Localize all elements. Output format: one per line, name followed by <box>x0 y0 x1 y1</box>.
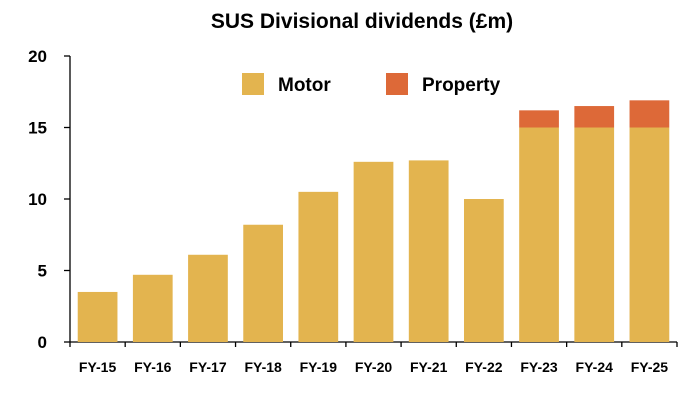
bar-motor-FY-20 <box>353 161 394 342</box>
x-tick-label: FY-20 <box>355 359 393 375</box>
x-tick-label: FY-21 <box>410 359 448 375</box>
x-tick-label: FY-23 <box>520 359 558 375</box>
y-tick-label: 10 <box>28 190 47 209</box>
x-tick-label: FY-16 <box>134 359 172 375</box>
bar-motor-FY-17 <box>188 254 228 342</box>
bar-motor-FY-15 <box>77 291 118 342</box>
bar-motor-FY-19 <box>298 191 339 342</box>
x-tick-label: FY-15 <box>79 359 117 375</box>
y-tick-label: 0 <box>38 333 47 352</box>
bar-property-FY-23 <box>519 110 559 128</box>
x-tick-label: FY-24 <box>576 359 614 375</box>
plot-area: 0 5 10 15 20 FY-15 FY-16 FY-17 FY-18 FY-19 FY-20 FY… <box>28 47 678 375</box>
bar-motor-FY-25 <box>629 127 670 342</box>
bar-motor-FY-16 <box>132 274 173 342</box>
y-tick-label: 20 <box>28 47 47 66</box>
y-tick-label: 15 <box>28 119 47 138</box>
legend-label-property: Property <box>422 75 501 96</box>
x-tick-label: FY-17 <box>189 359 227 375</box>
bar-property-FY-24 <box>574 106 615 128</box>
bar-motor-FY-18 <box>243 224 284 342</box>
x-tick-label: FY-25 <box>631 359 669 375</box>
legend-swatch-property <box>386 73 408 95</box>
bar-motor-FY-24 <box>574 127 615 342</box>
bar-property-FY-25 <box>629 100 670 128</box>
x-tick-label: FY-18 <box>244 359 282 375</box>
chart-title: SUS Divisional dividends (£m) <box>211 10 513 33</box>
bar-motor-FY-22 <box>463 199 504 342</box>
x-tick-label: FY-19 <box>300 359 338 375</box>
bar-motor-FY-21 <box>408 160 449 342</box>
x-tick-label: FY-22 <box>465 359 503 375</box>
y-tick-label: 5 <box>38 262 47 281</box>
bar-motor-FY-23 <box>519 127 559 342</box>
legend-swatch-motor <box>242 73 264 95</box>
legend-label-motor: Motor <box>278 75 331 96</box>
